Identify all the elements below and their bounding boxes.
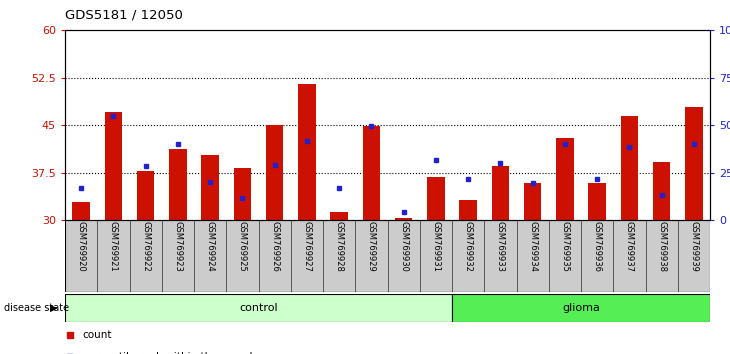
Bar (137, 171, 155, 220)
Text: GSM769932: GSM769932 (464, 222, 472, 272)
Text: GSM769928: GSM769928 (334, 222, 344, 272)
Text: GSM769934: GSM769934 (528, 222, 537, 272)
Bar (72, 202, 90, 220)
Text: GSM769922: GSM769922 (141, 222, 150, 272)
Bar (266, 125, 283, 220)
Bar (523, 183, 542, 220)
Text: GSM769925: GSM769925 (238, 222, 247, 272)
Text: GDS5181 / 12050: GDS5181 / 12050 (65, 8, 183, 21)
Bar (653, 162, 670, 220)
Bar (620, 115, 638, 220)
Bar (459, 200, 477, 220)
Bar (363, 126, 380, 220)
Bar (104, 112, 122, 220)
Text: GSM769939: GSM769939 (689, 222, 699, 272)
Bar (685, 107, 703, 220)
Text: GSM769926: GSM769926 (270, 222, 279, 272)
Text: count: count (82, 330, 112, 339)
Text: glioma: glioma (562, 303, 600, 313)
Text: GSM769920: GSM769920 (77, 222, 85, 272)
Bar (169, 149, 187, 220)
Bar (234, 168, 251, 220)
Text: GSM769930: GSM769930 (399, 222, 408, 272)
Text: GSM769927: GSM769927 (302, 222, 312, 272)
Text: control: control (239, 303, 278, 313)
Text: GSM769931: GSM769931 (431, 222, 440, 272)
Bar (395, 218, 412, 220)
Text: GSM769935: GSM769935 (561, 222, 569, 272)
Text: percentile rank within the sample: percentile rank within the sample (82, 352, 258, 354)
Text: GSM769936: GSM769936 (593, 222, 602, 273)
Bar (556, 138, 574, 220)
Text: GSM769924: GSM769924 (206, 222, 215, 272)
Bar (298, 84, 316, 220)
Bar (330, 212, 348, 220)
Bar (201, 155, 219, 220)
Text: GSM769937: GSM769937 (625, 222, 634, 273)
Bar (427, 177, 445, 220)
Text: GSM769923: GSM769923 (174, 222, 182, 272)
FancyBboxPatch shape (65, 294, 452, 322)
Text: ▶: ▶ (50, 303, 57, 313)
Text: GSM769933: GSM769933 (496, 222, 505, 273)
Text: disease state: disease state (4, 303, 69, 313)
FancyBboxPatch shape (452, 294, 710, 322)
Text: GSM769929: GSM769929 (367, 222, 376, 272)
Bar (491, 166, 510, 220)
Text: GSM769921: GSM769921 (109, 222, 118, 272)
Text: GSM769938: GSM769938 (657, 222, 666, 273)
Bar (588, 183, 606, 220)
